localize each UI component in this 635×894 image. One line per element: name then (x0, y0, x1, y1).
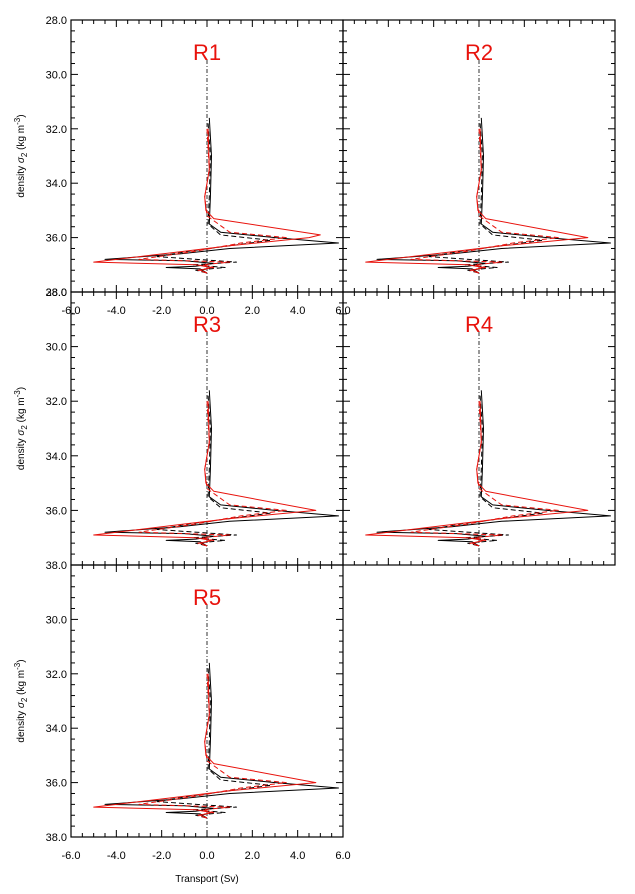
y-tick-label: 28.0 (46, 15, 67, 27)
panel-title: R2 (465, 40, 493, 65)
x-tick-label: 6.0 (335, 850, 350, 862)
y-tick-label: 34.0 (46, 723, 67, 735)
x-tick-label: -4.0 (107, 850, 126, 862)
y-tick-label: 36.0 (46, 505, 67, 517)
y-tick-label: 36.0 (46, 778, 67, 790)
x-axis-title: Transport (Sv) (175, 874, 239, 885)
y-tick-label: 28.0 (46, 287, 67, 299)
x-tick-label: 2.0 (245, 305, 260, 317)
panel-r5: 30.0 32.0 34.0 36.0 38.0 -6.0 -4.0 -2.0 0.0 2.0 4.… (13, 564, 351, 862)
panel-title: R1 (193, 40, 221, 65)
y-tick-label: 34.0 (46, 451, 67, 463)
y-tick-label: 38.0 (46, 287, 67, 299)
series-line-red-dashed (138, 673, 287, 819)
y-tick-label: 30.0 (46, 614, 67, 626)
y-tick-label: 32.0 (46, 669, 67, 681)
x-tick-label: -2.0 (152, 305, 171, 317)
y-axis-title: density σ2 (kg m-3) (13, 114, 29, 197)
series-line-red-solid (93, 128, 321, 274)
panel-title: R4 (465, 312, 493, 337)
series-line-red-dashed (410, 128, 559, 274)
y-tick-label: 32.0 (46, 396, 67, 408)
panel-title: R3 (193, 312, 221, 337)
panel-r3: 28.0 30.0 32.0 34.0 36.0 38.0 R3 density σ2 (kg… (13, 287, 344, 572)
series-line-red-dashed (138, 401, 287, 547)
y-tick-label: 36.0 (46, 233, 67, 245)
x-tick-label: 4.0 (290, 850, 305, 862)
y-tick-label: 30.0 (46, 342, 67, 354)
x-tick-label: 0.0 (199, 305, 214, 317)
y-tick-label: 34.0 (46, 178, 67, 190)
series-line-black-solid (376, 390, 611, 547)
x-tick-label: -4.0 (107, 305, 126, 317)
x-tick-label: 2.0 (245, 850, 260, 862)
series-line-black-solid (104, 662, 339, 819)
panel-r1: 28.030.032.034.036.038.0-6.0 -4.0 -2.0 0.0 2… (13, 15, 351, 317)
x-tick-label: -2.0 (152, 850, 171, 862)
panel-r2: R2 (342, 19, 616, 293)
series-line-red-dashed (410, 401, 559, 547)
y-tick-label: 30.0 (46, 69, 67, 81)
x-tick-label: 0.0 (199, 850, 214, 862)
panel-title: R5 (193, 585, 221, 610)
series-line-black-solid (104, 117, 339, 274)
y-axis-title: density σ2 (kg m-3) (13, 659, 29, 742)
y-tick-label: 32.0 (46, 124, 67, 136)
series-line-red-dashed (138, 128, 287, 274)
y-tick-label: 38.0 (46, 832, 67, 844)
y-tick-label: 38.0 (46, 560, 67, 572)
series-line-black-solid (376, 117, 611, 274)
x-tick-label: 4.0 (290, 305, 305, 317)
y-axis-title: density σ2 (kg m-3) (13, 387, 29, 470)
panel-r4: R4 (342, 291, 616, 566)
x-tick-label: -6.0 (62, 850, 81, 862)
series-line-black-solid (104, 390, 339, 547)
